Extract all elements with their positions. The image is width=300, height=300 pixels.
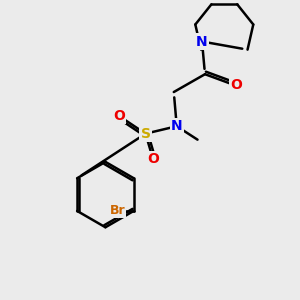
Text: N: N: [171, 119, 183, 133]
Text: Br: Br: [110, 204, 125, 218]
Text: O: O: [230, 78, 242, 92]
Text: O: O: [113, 109, 125, 123]
Text: O: O: [147, 152, 159, 166]
Text: N: N: [196, 34, 208, 49]
Text: S: S: [140, 127, 151, 141]
